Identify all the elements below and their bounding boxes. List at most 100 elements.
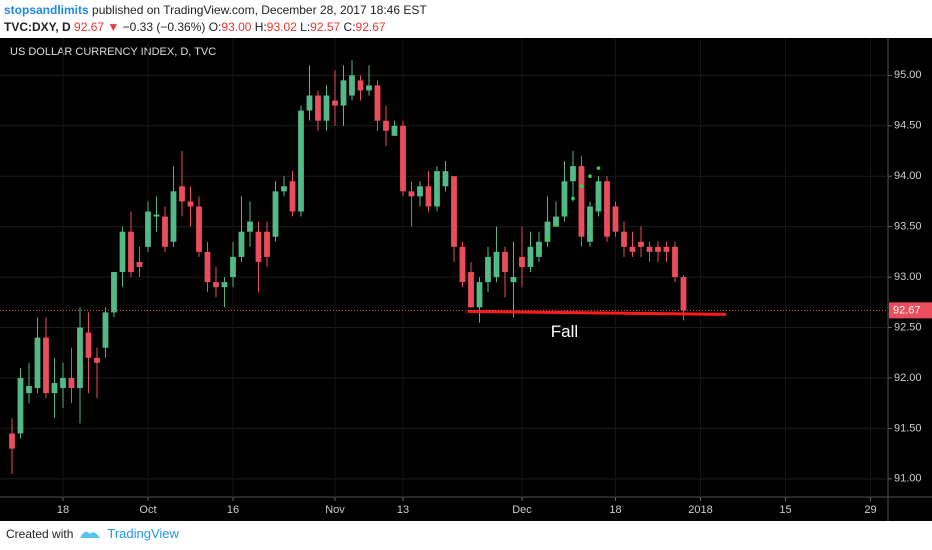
candle-body	[315, 95, 321, 121]
candle-body	[60, 377, 66, 389]
candle-body	[391, 125, 398, 136]
candle-body	[621, 231, 627, 247]
sar-dot	[562, 209, 567, 214]
candle-body	[536, 241, 542, 257]
candle-body	[213, 282, 219, 288]
candle-body	[561, 181, 568, 217]
candle-body	[612, 206, 619, 232]
candle-body	[680, 277, 687, 311]
sar-dot	[545, 236, 550, 241]
candle-body	[408, 191, 415, 197]
x-tick-label: 13	[397, 504, 409, 516]
x-tick-label: 2018	[688, 504, 712, 516]
candle-body	[136, 261, 143, 267]
candle-body	[255, 231, 262, 262]
header-line: stopsandlimits published on TradingView.…	[4, 2, 427, 19]
candle-body	[510, 277, 517, 283]
candle-body	[43, 337, 49, 394]
chart-title: US DOLLAR CURRENCY INDEX, D, TVC	[10, 46, 216, 58]
author[interactable]: stopsandlimits	[4, 3, 89, 17]
candle-body	[17, 377, 24, 434]
x-tick-label: 16	[227, 504, 239, 516]
candle-body	[570, 166, 576, 182]
x-tick-label: 15	[779, 504, 791, 516]
ohlc-value: 93.00	[221, 20, 252, 34]
candle-body	[553, 216, 559, 227]
candle-body	[196, 206, 202, 252]
candle-body	[26, 386, 32, 394]
candle-body	[272, 191, 279, 237]
candle-body	[102, 312, 109, 348]
y-tick-label: 93.50	[894, 221, 922, 233]
candle-body	[468, 272, 474, 308]
candle-body	[425, 186, 432, 207]
created: Created with	[6, 526, 74, 541]
candle-body	[221, 282, 228, 288]
candle-body	[111, 272, 117, 313]
sar-dot	[596, 166, 601, 170]
y-tick-label: 91.00	[894, 473, 922, 485]
candle-body	[604, 181, 610, 237]
candle-body	[485, 256, 491, 283]
chart: US DOLLAR CURRENCY INDEX, D, TVC 91.00 91…	[0, 38, 932, 521]
y-tick-label: 92.50	[894, 321, 922, 333]
candle-body	[349, 75, 355, 96]
candle-body	[187, 201, 194, 207]
candle-body	[493, 251, 500, 278]
candle-body	[94, 357, 100, 363]
header: stopsandlimits published on TradingView.…	[4, 2, 427, 36]
candle-body	[519, 256, 525, 267]
candle-body	[77, 327, 83, 389]
x-tick-label: Nov	[325, 504, 345, 516]
brand[interactable]: TradingView	[107, 526, 179, 541]
candle-body	[281, 186, 287, 192]
symbol: TVC:DXY, D	[4, 20, 71, 34]
candle-body	[179, 186, 185, 202]
candle-body	[366, 85, 372, 91]
y-tick-label: 94.00	[894, 170, 922, 182]
chart-background	[0, 38, 932, 521]
footer: Created with TradingView	[6, 526, 179, 541]
candle-body	[595, 181, 602, 212]
candle-body	[298, 110, 304, 212]
candle-body	[230, 256, 236, 278]
x-tick-label: Oct	[139, 504, 156, 516]
candle-body	[672, 246, 678, 278]
candle-body	[264, 231, 270, 257]
last-price-box	[889, 302, 932, 319]
change: −0.33 (−0.36%)	[122, 20, 206, 34]
candle-body	[646, 246, 653, 252]
candle-body	[442, 171, 449, 187]
y-tick-label: 94.50	[894, 120, 922, 132]
arrow: ▼	[107, 20, 120, 34]
candle-body	[85, 332, 92, 358]
header-line: TVC:DXY, D 92.67 ▼ −0.33 (−0.36%) O:93.0…	[4, 19, 427, 36]
trendline	[467, 309, 727, 316]
y-tick-label: 92.00	[894, 372, 922, 384]
ohlc-value: 92.57	[310, 20, 341, 34]
annotation: Fall	[551, 322, 578, 341]
candle-body	[544, 221, 551, 242]
candle-body	[238, 231, 245, 257]
candle-body	[170, 191, 177, 242]
candle-body	[638, 241, 644, 247]
x-tick-label: 29	[864, 504, 876, 516]
sar-dot	[579, 184, 584, 189]
sar-dot	[554, 222, 558, 227]
x-tick-label: 18	[609, 504, 621, 516]
sar-dot	[588, 174, 592, 179]
candle-body	[162, 216, 168, 247]
candle-body	[527, 246, 534, 267]
ohlc-label: H:	[254, 20, 267, 34]
candle-body	[68, 377, 75, 389]
sar-dot	[537, 250, 541, 254]
candle-body	[655, 246, 661, 252]
candle-body	[587, 206, 593, 242]
y-tick-label: 95.00	[894, 69, 922, 81]
candle-body	[502, 251, 508, 273]
published: published on TradingView.com, December 2…	[92, 3, 427, 17]
logo	[80, 531, 101, 538]
candle-body	[128, 231, 134, 273]
candle-body	[145, 211, 151, 247]
